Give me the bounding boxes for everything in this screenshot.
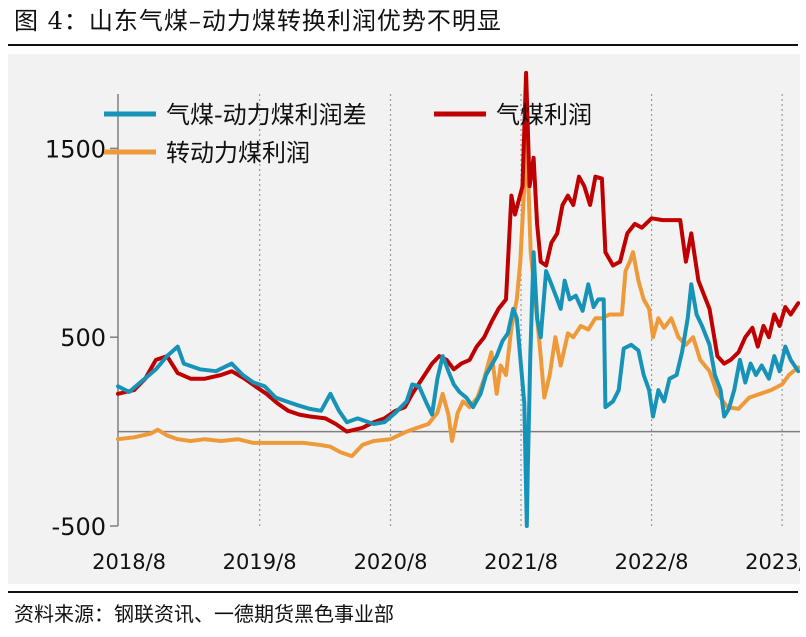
series-layer (116, 70, 800, 528)
legend-label-thermal-coal: 转动力煤利润 (166, 139, 310, 167)
gridlines (259, 94, 783, 526)
series-line-spread (116, 250, 800, 528)
legend-item-spread: 气煤-动力煤利润差 (104, 101, 367, 129)
title-rule (8, 44, 798, 46)
legend-item-thermal-coal: 转动力煤利润 (104, 139, 310, 167)
figure-title: 图 4：山东气煤–动力煤转换利润优势不明显 (14, 7, 502, 35)
x-tick-label: 2022/8 (615, 550, 689, 574)
legend-item-gas-coal: 气煤利润 (434, 101, 592, 129)
legend-label-spread: 气煤-动力煤利润差 (166, 101, 367, 129)
chart: 1500 500 -500 2018/8 2019/8 2020/8 2021/8 2022… (45, 70, 800, 574)
y-tick-label: 500 (60, 324, 106, 352)
x-tick-label: 2023/8 (745, 550, 800, 574)
y-tick-labels: 1500 500 -500 (45, 135, 106, 541)
legend-label-gas-coal: 气煤利润 (496, 101, 592, 129)
series-line-gas-coal (116, 70, 800, 434)
y-tick-label: -500 (52, 513, 106, 541)
x-tick-labels: 2018/8 2019/8 2020/8 2021/8 2022/8 2023/8 (92, 550, 800, 574)
x-tick-label: 2020/8 (354, 550, 428, 574)
x-tick-label: 2021/8 (484, 550, 558, 574)
source-rule (8, 591, 798, 593)
axes (110, 94, 800, 527)
y-tick-label: 1500 (45, 135, 106, 163)
x-tick-label: 2019/8 (223, 550, 297, 574)
source-note: 资料来源：钢联资讯、一德期货黑色事业部 (14, 602, 394, 626)
chart-panel: 1500 500 -500 2018/8 2019/8 2020/8 2021/8 2022… (8, 54, 800, 584)
x-tick-label: 2018/8 (92, 550, 166, 574)
legend: 气煤-动力煤利润差 气煤利润 转动力煤利润 (104, 101, 592, 167)
